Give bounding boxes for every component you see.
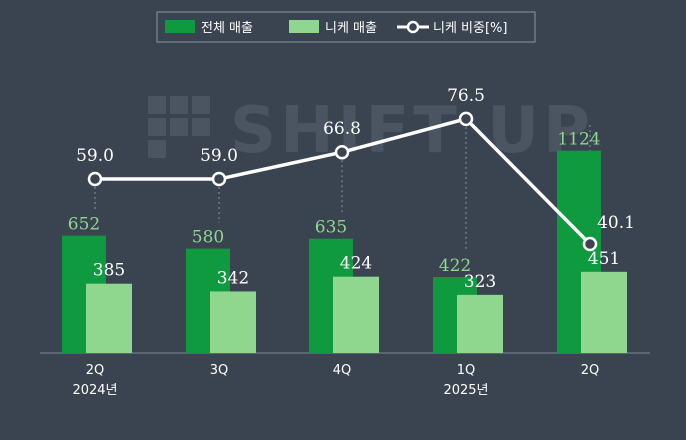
ratio-point xyxy=(582,236,598,252)
data-label-ratio: 40.1 xyxy=(597,213,635,233)
watermark-logo-block xyxy=(192,118,210,136)
data-label-total: 652 xyxy=(68,215,100,235)
ratio-point xyxy=(211,171,227,187)
legend-marker-ratio xyxy=(406,20,420,34)
watermark-logo-block xyxy=(170,118,188,136)
bar-nikke xyxy=(457,294,503,353)
data-label-nikke: 323 xyxy=(464,272,496,292)
data-label-ratio: 59.0 xyxy=(200,146,238,166)
legend-label-ratio: 니케 비중[%] xyxy=(433,21,507,36)
bar-nikke xyxy=(333,276,379,353)
x-tick-year-label: 2024년 xyxy=(72,383,117,398)
data-label-ratio: 76.5 xyxy=(447,86,485,106)
x-tick-label: 3Q xyxy=(210,363,229,378)
legend-swatch-nikke xyxy=(289,20,319,33)
data-label-nikke: 342 xyxy=(217,268,249,288)
data-label-total: 580 xyxy=(192,228,224,248)
data-label-ratio: 59.0 xyxy=(76,146,114,166)
legend-swatch-total xyxy=(165,20,195,33)
watermark-logo-icon xyxy=(148,96,210,158)
watermark-logo-block xyxy=(148,96,166,114)
data-label-total: 1124 xyxy=(557,130,600,150)
data-label-nikke: 385 xyxy=(93,261,125,281)
watermark-text: SHIFT UP xyxy=(230,94,594,168)
watermark-logo-block xyxy=(170,96,188,114)
watermark-logo-block xyxy=(148,118,166,136)
ratio-point xyxy=(458,111,474,127)
data-label-total: 422 xyxy=(439,256,471,276)
data-label-total: 635 xyxy=(315,218,347,238)
legend-box xyxy=(156,11,536,43)
ratio-point xyxy=(87,171,103,187)
x-tick-label: 4Q xyxy=(333,363,352,378)
watermark-logo-block xyxy=(148,140,166,158)
watermark-logo-block xyxy=(192,96,210,114)
x-tick-label: 2Q xyxy=(86,363,105,378)
data-label-nikke: 424 xyxy=(340,254,372,274)
bar-nikke xyxy=(210,291,256,353)
bar-nikke xyxy=(86,283,132,353)
x-tick-label: 1Q xyxy=(457,363,476,378)
x-tick-label: 2Q xyxy=(581,363,600,378)
bar-nikke xyxy=(581,271,627,353)
legend-label-total: 전체 매출 xyxy=(201,21,253,36)
x-tick-year-label: 2025년 xyxy=(443,383,488,398)
ratio-point xyxy=(334,144,350,160)
legend-label-nikke: 니케 매출 xyxy=(325,21,377,36)
data-label-ratio: 66.8 xyxy=(323,119,361,139)
data-label-nikke: 451 xyxy=(588,249,620,269)
